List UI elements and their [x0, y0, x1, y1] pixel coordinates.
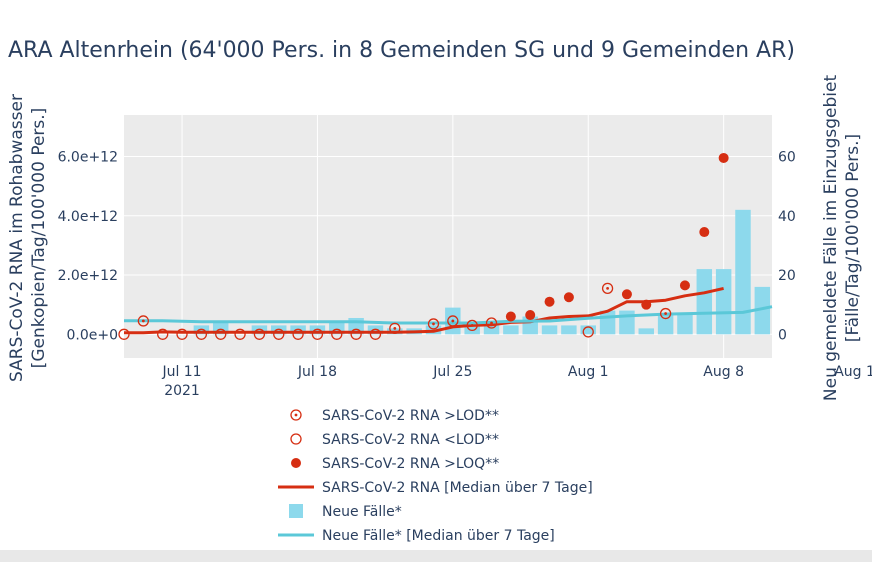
x-tick-label: Jul 18 [297, 364, 337, 380]
rna-below-lod-point [582, 326, 594, 338]
rna-below-lod-point [273, 328, 285, 340]
rna-below-lod-point [215, 328, 227, 340]
rna-below-lod-point [234, 328, 246, 340]
legend: SARS-CoV-2 RNA >LOD** SARS-CoV-2 RNA <LOD… [278, 408, 593, 544]
y-right-axis-title-1: Neu gemeldete Fälle im Einzugsgebiet [821, 75, 841, 402]
rna-above-lod-point-dot [490, 321, 493, 325]
legend-label: SARS-CoV-2 RNA [Median über 7 Tage] [322, 480, 593, 496]
rna-below-lod-point [195, 328, 208, 340]
rna-above-loq-point [699, 227, 710, 238]
y-right-axis-title-2: [Fälle/Tag/100'000 Pers.] [843, 134, 863, 342]
rna-above-lod-point-dot [470, 324, 474, 327]
rna-median-line [124, 286, 724, 335]
case-bar [735, 209, 751, 335]
rna-above-lod-point [447, 315, 459, 327]
lines [124, 286, 773, 335]
rna-above-loq-point [641, 299, 652, 310]
rna-above-lod-point-dot [393, 326, 397, 330]
case-bar [715, 269, 732, 335]
rna-above-lod-point-dot [141, 319, 145, 323]
rna-above-loq-point [525, 310, 536, 321]
legend-label: SARS-CoV-2 RNA >LOQ** [322, 456, 499, 472]
y-right-tick-label: 40 [778, 209, 796, 225]
legend-label: Neue Fälle* [322, 504, 402, 520]
rna-above-lod-point-dot [451, 319, 455, 323]
case-bar [329, 322, 345, 335]
case-bar [541, 325, 558, 335]
rna-above-loq-point [563, 292, 574, 303]
rna-above-lod-point [137, 315, 149, 327]
x-tick-sublabel: 2021 [164, 383, 200, 399]
case-bar [657, 313, 674, 335]
y-left-tick-label: 0.0e+0 [66, 327, 118, 343]
legend-marker-below-lod [290, 433, 302, 445]
rna-above-loq-point [718, 152, 729, 163]
rna-below-lod-point [331, 328, 343, 340]
x-tick-label: Aug 1 [568, 364, 609, 380]
legend-label: Neue Fälle* [Median über 7 Tage] [322, 528, 555, 544]
legend-label: SARS-CoV-2 RNA <LOD** [322, 432, 499, 448]
case-bar [677, 313, 693, 335]
y-left-axis-title-1: SARS-CoV-2 RNA im Rohabwasser [7, 94, 27, 382]
x-tick-label: Jul 25 [432, 364, 472, 380]
rna-above-lod-point [601, 282, 614, 295]
rna-above-lod-point [485, 317, 498, 329]
rna-below-lod-point [311, 328, 324, 340]
rna-above-lod-point-dot [664, 312, 668, 315]
x-tick-label: Aug 15 [834, 364, 872, 380]
chart-title: ARA Altenrhein (64'000 Pers. in 8 Gemein… [8, 38, 795, 63]
cases-median-line [124, 305, 773, 325]
rna-above-lod-point [427, 318, 440, 330]
rna-below-lod-point [157, 328, 169, 340]
footer-bar [0, 550, 872, 562]
rna-above-lod-point [466, 319, 478, 332]
y-left-tick-label: 2.0e+12 [58, 268, 118, 284]
y-right-tick-label: 20 [778, 268, 796, 284]
case-bar [619, 310, 635, 335]
rna-above-loq-point [621, 289, 632, 300]
legend-marker-lod [290, 409, 302, 421]
rna-below-lod-point [369, 328, 382, 340]
case-bar [580, 325, 596, 335]
rna-above-lod-point [389, 322, 401, 335]
legend-label: SARS-CoV-2 RNA >LOD** [322, 408, 499, 424]
rna-above-loq-point [544, 296, 555, 307]
case-bar [483, 325, 500, 335]
y-right-tick-label: 60 [778, 149, 796, 165]
axes: 0.0e+0 2.0e+12 4.0e+12 6.0e+12 0 20 40 60 Jul 11… [58, 149, 872, 399]
legend-marker-bar [289, 504, 303, 518]
legend-marker-loq [291, 458, 301, 468]
rna-above-loq-point [505, 311, 516, 322]
y-left-tick-label: 6.0e+12 [58, 149, 118, 165]
rna-below-lod-point [176, 328, 188, 340]
rna-above-lod-point-dot [606, 286, 609, 290]
rna-above-lod-point-dot [432, 322, 435, 326]
rna-below-lod-point [253, 328, 266, 340]
legend-marker-lod-dot [294, 413, 298, 417]
rna-below-lod-point [350, 328, 362, 340]
rna-below-lod-point [292, 328, 304, 340]
markers [118, 152, 729, 340]
case-bar [754, 286, 771, 335]
rna-above-loq-point [679, 280, 690, 291]
y-left-axis-title-2: [Genkopien/Tag/100'000 Pers.] [29, 108, 49, 369]
y-left-tick-label: 4.0e+12 [58, 209, 118, 225]
case-bar [696, 269, 713, 335]
case-bar [212, 322, 229, 335]
case-bar [503, 325, 519, 335]
x-tick-label: Jul 11 [161, 364, 201, 380]
case-bar [599, 310, 616, 335]
rna-above-lod-point [659, 307, 672, 320]
x-tick-label: Aug 8 [703, 364, 744, 380]
rna-below-lod-point [118, 328, 130, 340]
case-bar [638, 328, 655, 335]
y-right-tick-label: 0 [778, 327, 787, 343]
case-bar [561, 325, 577, 335]
